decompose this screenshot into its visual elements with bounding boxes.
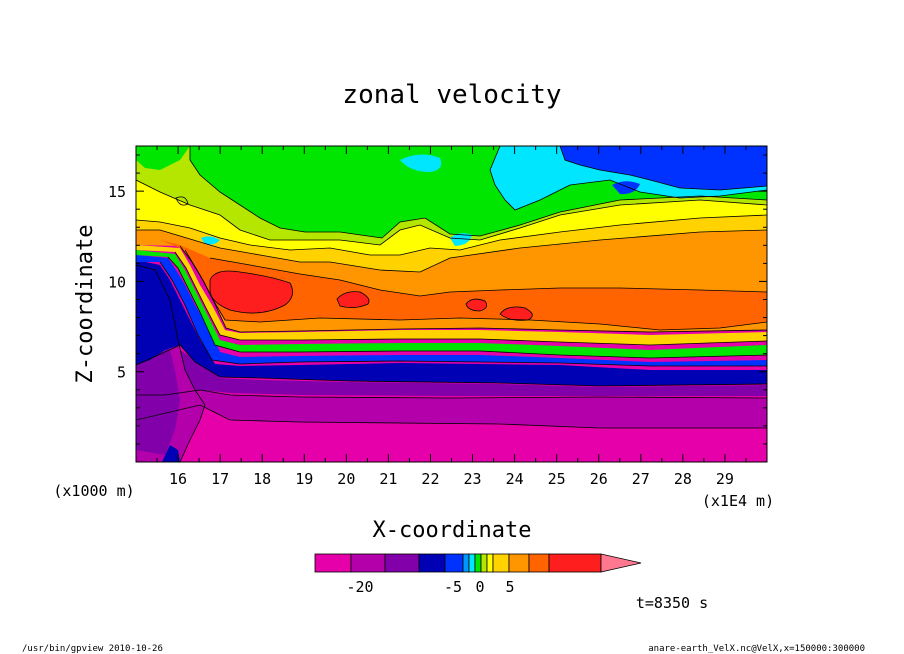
cyan-patch-2 [450,233,472,246]
band-blue-upper-core [560,146,767,182]
y-unit-label: (x1000 m) [53,482,134,500]
colorbar-label: -5 [444,578,462,596]
colorbar: -20 -5 0 5 [314,553,642,596]
y-tick-label: 10 [108,273,126,291]
blue-patch [612,181,640,195]
cyan-patch-1 [400,154,442,172]
colorbar-segment [384,553,420,573]
x-tick-label: 21 [379,470,397,488]
x-tick-label: 18 [253,470,271,488]
x-tick-label: 29 [716,470,734,488]
jet-core-1 [210,271,293,314]
jet-core-2 [337,291,369,308]
band-green-left [136,146,190,170]
band-yellow-dark [136,215,767,272]
colorbar-segment [548,553,602,573]
y-tick-label: 5 [117,364,126,382]
band-purple-dark [136,350,767,396]
x-tick-label: 17 [211,470,229,488]
colorbar-segment [492,553,510,573]
plot-area [136,146,767,462]
band-darkblue [136,260,767,386]
x-tick-label: 25 [548,470,566,488]
colorbar-segment [486,553,494,573]
x-tick-label: 28 [674,470,692,488]
x-tick-label: 26 [590,470,608,488]
colorbar-segment [350,553,386,573]
colorbar-label: 0 [475,578,484,596]
x-axis: 16 17 18 19 20 21 22 23 24 25 26 27 28 29 [135,146,768,488]
x-tick-label: 22 [421,470,439,488]
colorbar-segment [528,553,550,573]
x-tick-label: 23 [464,470,482,488]
x-axis-label: X-coordinate [373,518,532,543]
y-axis-label: Z-coordinate [73,225,98,384]
colorbar-segment [480,553,488,573]
contour-lines [136,146,767,462]
colorbar-segment [508,553,530,573]
colorbar-extend [600,553,642,573]
footer-left: /usr/bin/gpview 2010-10-26 [22,644,163,654]
time-annotation: t=8350 s [636,594,708,612]
cyan-patch-3 [201,236,220,245]
x-tick-label: 24 [506,470,524,488]
colorbar-segment [462,553,470,573]
jet-core-4 [500,306,533,321]
footer-right: anare-earth_VelX.nc@VelX,x=150000:300000 [648,644,865,654]
band-thin-yellow [136,245,767,345]
y-tick-label: 15 [108,183,126,201]
colorbar-segment [444,553,464,573]
chart-title: zonal velocity [342,80,561,110]
x-tick-label: 19 [295,470,313,488]
colorbar-segment [468,553,476,573]
y-axis: 5 10 15 [108,154,767,463]
colorbar-label: -20 [346,578,373,596]
left-blue-spot [162,445,180,462]
x-tick-label: 20 [337,470,355,488]
x-tick-label: 16 [169,470,187,488]
x-tick-label: 27 [632,470,650,488]
colorbar-segment [314,553,352,573]
x-unit-label: (x1E4 m) [702,492,774,510]
colorbar-segment [418,553,446,573]
colorbar-label: 5 [505,578,514,596]
band-red-orange [160,240,767,330]
band-purple-light [136,390,767,428]
colorbar-segment [474,553,482,573]
jet-core-3 [466,299,487,311]
